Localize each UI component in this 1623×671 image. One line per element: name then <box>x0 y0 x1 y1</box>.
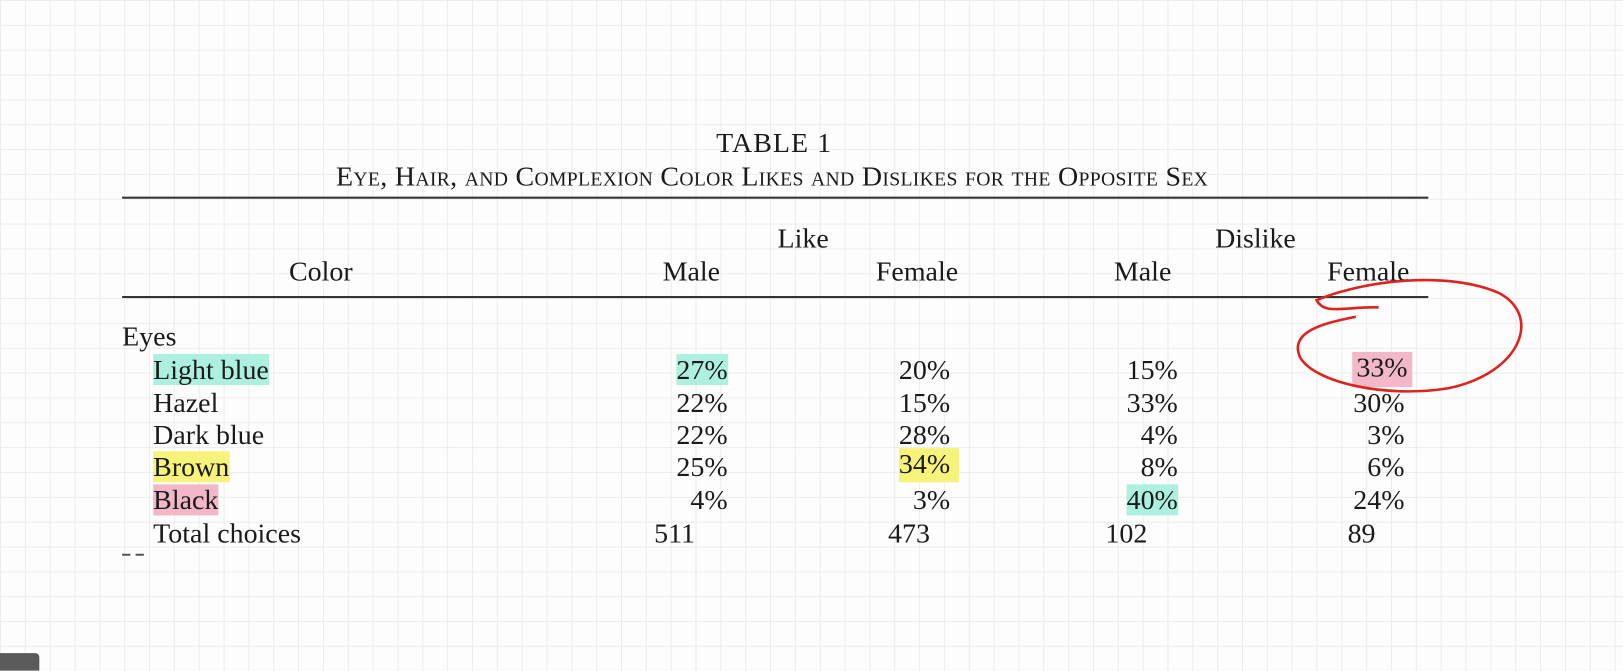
group-header: Like <box>777 222 829 254</box>
row-label: Dark blue <box>153 419 265 451</box>
column-header: Female <box>1327 255 1410 287</box>
row-label: Black <box>153 484 219 516</box>
cell: 27% <box>676 353 728 386</box>
row-label: Brown <box>153 451 230 483</box>
cell: 24% <box>1353 484 1405 516</box>
cell: 4% <box>690 484 728 516</box>
cell: 30% <box>1353 387 1405 419</box>
cell: 15% <box>1126 353 1178 386</box>
table-title: TABLE 1 <box>716 127 833 159</box>
column-header: Color <box>289 255 353 287</box>
column-header: Male <box>662 255 721 287</box>
rule <box>122 196 1429 199</box>
cell: 102 <box>1105 517 1148 549</box>
cell: 40% <box>1126 484 1178 516</box>
cell: 28% <box>898 419 951 451</box>
group-header: Dislike <box>1215 222 1296 254</box>
column-header: Female <box>875 255 959 287</box>
cell: 3% <box>912 484 951 516</box>
cell: 22% <box>676 419 728 451</box>
row-label: Light blue <box>153 353 269 386</box>
cell: 6% <box>1367 451 1405 483</box>
cell: 34% <box>898 448 959 483</box>
cell: 15% <box>898 387 951 419</box>
cell: 473 <box>888 517 930 549</box>
cell: 25% <box>676 451 728 483</box>
column-header: Male <box>1113 255 1172 287</box>
cell: 20% <box>898 353 951 386</box>
corner-button <box>0 653 40 671</box>
cell: 89 <box>1347 517 1376 549</box>
cell: 3% <box>1367 419 1405 451</box>
cell: 33% <box>1352 351 1412 388</box>
cell: 8% <box>1140 451 1178 483</box>
row-label: Hazel <box>153 387 219 419</box>
section-label: Eyes <box>122 320 177 352</box>
cell: 511 <box>654 517 696 549</box>
row-label: Total choices <box>153 517 301 549</box>
cell: 4% <box>1140 419 1178 451</box>
cell: 33% <box>1126 387 1178 419</box>
table-subtitle: Eye, Hair, and Complexion Color Likes an… <box>336 160 1209 192</box>
cell: 22% <box>676 387 728 419</box>
rule <box>122 296 1429 299</box>
